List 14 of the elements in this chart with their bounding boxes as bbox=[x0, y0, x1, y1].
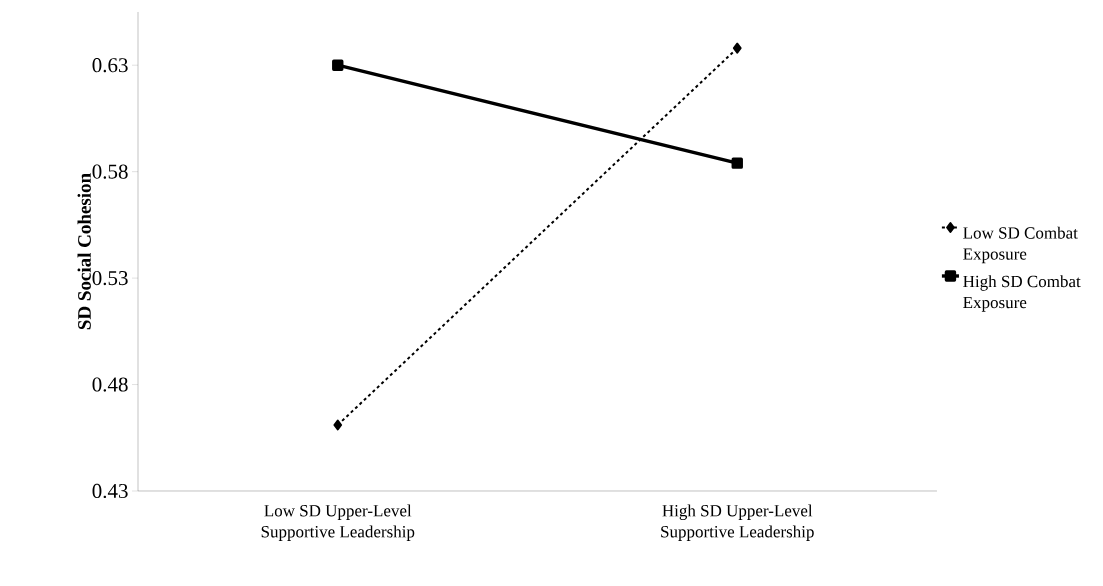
legend-label: Low SD Combat Exposure bbox=[963, 226, 1078, 264]
point bbox=[333, 419, 343, 431]
x-tick-label: Low SD Upper-Level Supportive Leadership bbox=[261, 504, 415, 541]
y-axis-title: SD Social Cohesion bbox=[77, 173, 91, 330]
point bbox=[332, 59, 344, 71]
y-tick-label: 0.48 bbox=[92, 377, 128, 392]
legend-label: High SD Combat Exposure bbox=[963, 275, 1081, 312]
y-tick-label: 0.58 bbox=[92, 164, 128, 179]
x-tick-label: High SD Upper-Level Supportive Leadership bbox=[661, 504, 814, 541]
point bbox=[732, 42, 742, 54]
y-tick-label: 0.53 bbox=[92, 270, 128, 286]
y-tick-label: 0.43 bbox=[92, 483, 128, 499]
point bbox=[731, 157, 743, 169]
y-tick-label: 0.63 bbox=[92, 58, 128, 73]
